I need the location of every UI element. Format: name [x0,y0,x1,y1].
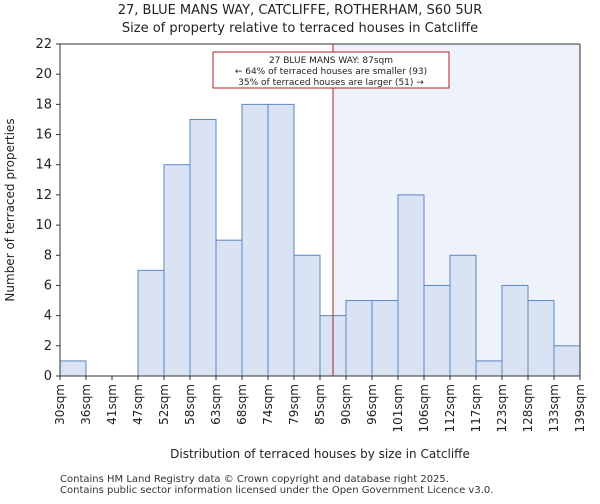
annotation-line-2: ← 64% of terraced houses are smaller (93… [235,67,427,77]
bar-30sqm [59,360,87,377]
x-tick-label: 133sqm [547,384,561,432]
x-tick-label: 41sqm [105,384,119,425]
x-tick-label: 128sqm [521,384,535,432]
bar-79sqm [293,254,321,377]
x-tick-label: 30sqm [53,384,67,425]
y-tick-label: 10 [35,218,52,233]
y-tick-label: 12 [35,188,52,203]
bar-90sqm [345,300,373,377]
bar-123sqm [501,284,529,377]
y-tick-label: 4 [44,309,52,324]
footer-line-1: Contains HM Land Registry data © Crown c… [60,474,449,485]
x-tick-label: 85sqm [313,384,327,425]
x-tick-label: 139sqm [573,384,587,432]
y-tick-label: 22 [35,37,52,52]
chart-title: 27, BLUE MANS WAY, CATCLIFFE, ROTHERHAM,… [117,3,483,18]
bar-96sqm [371,300,399,377]
x-tick-label: 52sqm [157,384,171,425]
x-tick-label: 117sqm [469,384,483,432]
x-tick-label: 96sqm [365,384,379,425]
x-tick-label: 101sqm [391,384,405,432]
x-tick-label: 58sqm [183,384,197,425]
bar-117sqm [475,360,503,377]
x-tick-label: 112sqm [443,384,457,432]
y-tick-label: 20 [35,67,52,82]
annotation-box [212,51,450,89]
x-tick-label: 79sqm [287,384,301,425]
x-axis-label: Distribution of terraced houses by size … [170,447,470,461]
x-tick-label: 68sqm [235,384,249,425]
y-tick-label: 18 [35,97,52,112]
bar-58sqm [189,118,217,377]
x-tick-label: 36sqm [79,384,93,425]
y-tick-label: 16 [35,128,52,143]
annotation-line-3: 35% of terraced houses are larger (51) → [238,78,424,88]
x-tick-label: 90sqm [339,384,353,425]
chart-subtitle: Size of property relative to terraced ho… [121,21,479,36]
x-tick-label: 123sqm [495,384,509,432]
bar-52sqm [163,164,191,377]
bar-68sqm [241,103,269,377]
annotation-line-1: 27 BLUE MANS WAY: 87sqm [269,56,393,66]
y-tick-label: 2 [44,339,52,354]
bar-74sqm [267,103,295,377]
x-tick-label: 106sqm [417,384,431,432]
x-tick-label: 74sqm [261,384,275,425]
y-tick-label: 8 [44,248,52,263]
x-tick-label: 63sqm [209,384,223,425]
bar-106sqm [423,284,451,377]
bar-101sqm [397,194,425,377]
x-tick-label: 47sqm [131,384,145,425]
bar-133sqm [553,345,581,377]
y-tick-label: 0 [44,369,52,384]
bar-63sqm [215,239,243,377]
bar-112sqm [449,254,477,377]
bar-128sqm [527,300,555,377]
bar-47sqm [137,269,165,377]
y-tick-label: 6 [44,278,52,293]
y-axis-label: Number of terraced properties [3,118,17,301]
footer-line-2: Contains public sector information licen… [60,485,494,496]
y-tick-label: 14 [35,158,52,173]
